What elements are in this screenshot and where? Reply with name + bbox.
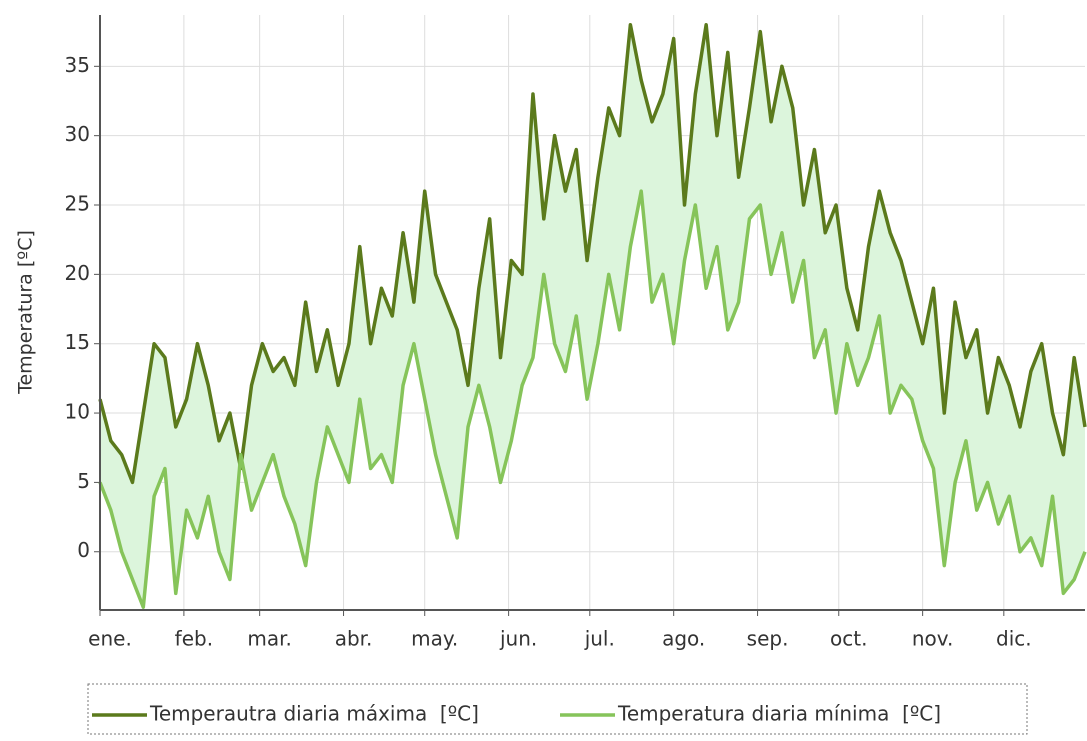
y-tick-label: 15 bbox=[65, 330, 90, 354]
x-tick-label: ene. bbox=[88, 627, 132, 651]
y-axis-label: Temperatura [ºC] bbox=[15, 230, 37, 395]
legend-box bbox=[87, 683, 1028, 735]
fill-band bbox=[100, 24, 1085, 608]
y-tick-label: 5 bbox=[77, 469, 90, 493]
x-tick-label: sep. bbox=[747, 627, 789, 651]
legend-label: Temperatura diaria mínima [ºC] bbox=[617, 702, 941, 726]
y-tick-label: 30 bbox=[65, 122, 90, 146]
y-tick-label: 25 bbox=[65, 192, 90, 216]
line bbox=[98, 189, 1087, 609]
y-tick-label: 0 bbox=[77, 538, 90, 562]
y-tick-label: 20 bbox=[65, 261, 90, 285]
x-tick-label: mar. bbox=[247, 627, 291, 651]
line bbox=[98, 22, 1087, 485]
y-tick-label: 35 bbox=[65, 53, 90, 77]
x-tick-label: dic. bbox=[996, 627, 1032, 651]
x-tick-label: feb. bbox=[175, 627, 213, 651]
x-tick-label: jun. bbox=[499, 627, 537, 651]
x-tick-label: may. bbox=[411, 627, 458, 651]
x-tick-label: abr. bbox=[335, 627, 373, 651]
y-tick-label: 10 bbox=[65, 400, 90, 424]
x-tick-label: nov. bbox=[912, 627, 954, 651]
legend-label: Temperautra diaria máxima [ºC] bbox=[149, 702, 479, 726]
x-tick-label: ago. bbox=[662, 627, 705, 651]
x-tick-label: oct. bbox=[830, 627, 867, 651]
x-tick-label: jul. bbox=[584, 627, 615, 651]
